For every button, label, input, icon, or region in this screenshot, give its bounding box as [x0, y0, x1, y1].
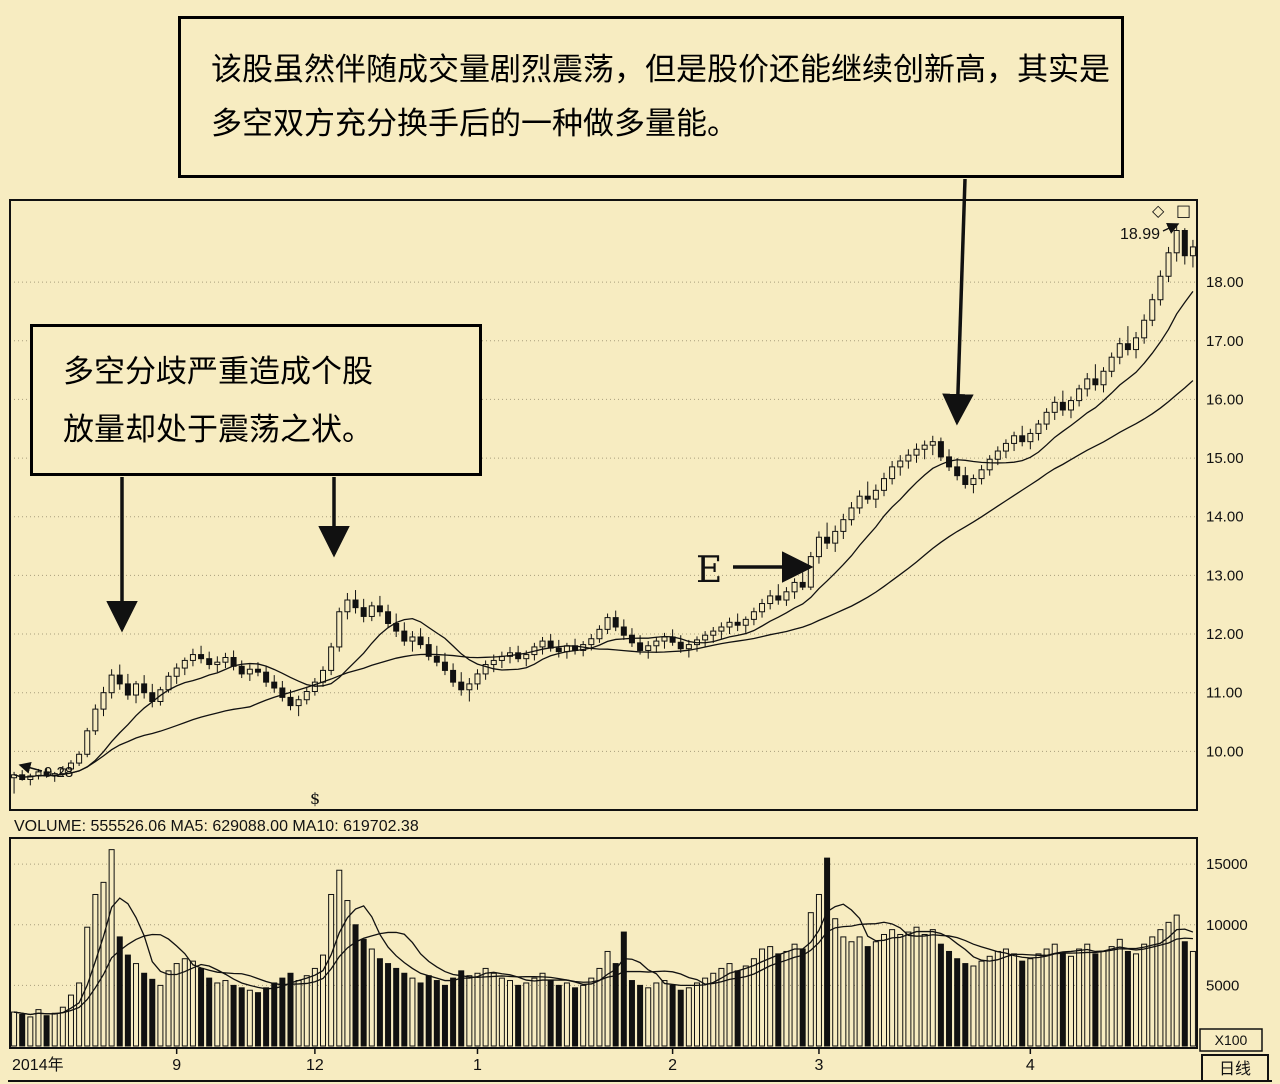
annotation-top-line2: 多空双方充分换手后的一种做多量能。: [211, 106, 738, 142]
e-label: E: [696, 550, 722, 591]
price-tick-label: 13.00: [1206, 567, 1244, 584]
volume-header: VOLUME: 555526.06 MA5: 629088.00 MA10: 6…: [14, 818, 419, 835]
price-ma-lines: [13, 290, 1194, 778]
volume-unit-box: [1199, 1028, 1263, 1052]
annotation-top-box: 该股虽然伴随成交量剧烈震荡，但是股价还能继续创新高，其实是 多空双方充分换手后的…: [178, 16, 1124, 178]
maximize-icon[interactable]: □: [1176, 201, 1191, 220]
diamond-icon[interactable]: ◇: [1152, 201, 1165, 220]
time-axis-label: 1: [473, 1057, 482, 1074]
price-tick-label: 10.00: [1206, 743, 1244, 760]
annotation-left-box: 多空分歧严重造成个股 放量却处于震荡之状。: [30, 324, 482, 476]
time-axis: 2014年 9 12 1 2 3 4: [12, 1048, 1035, 1074]
time-axis-label: 2: [668, 1057, 677, 1074]
volume-unit-label: X100: [1215, 1032, 1248, 1048]
axis-labels: 18.00 17.00 16.00 15.00 14.00 13.00 12.00 11.00…: [1206, 274, 1248, 994]
period-daily-label[interactable]: 日线: [1219, 1059, 1251, 1078]
price-tick-label: 15.00: [1206, 450, 1244, 467]
volume-tick-label: 5000: [1206, 977, 1239, 994]
volume-ma-lines: [13, 897, 1194, 1016]
annotation-left-line1: 多空分歧严重造成个股: [63, 354, 373, 390]
peak-price-label: 18.99: [1120, 226, 1160, 243]
price-tick-label: 11.00: [1206, 685, 1242, 702]
candlesticks: [11, 224, 1196, 794]
annotation-left-line2: 放量却处于震荡之状。: [63, 412, 373, 448]
price-tick-label: 17.00: [1206, 333, 1244, 350]
price-tick-label: 12.00: [1206, 626, 1244, 643]
event-marker: $: [310, 789, 320, 808]
panel-borders: [8, 199, 1272, 1082]
volume-tick-label: 10000: [1206, 917, 1248, 934]
chart-markers: 18.99 9.28 $ E: [18, 223, 1180, 808]
annotation-top-line1: 该股虽然伴随成交量剧烈震荡，但是股价还能继续创新高，其实是: [211, 52, 1110, 88]
time-axis-label: 9: [172, 1057, 181, 1074]
start-price-label: 9.28: [44, 764, 73, 781]
period-daily-button[interactable]: [1201, 1054, 1269, 1082]
annotation-arrows: [106, 178, 974, 633]
time-axis-label: 4: [1026, 1057, 1035, 1074]
price-tick-label: 18.00: [1206, 274, 1244, 291]
time-axis-label: 12: [306, 1057, 324, 1074]
price-tick-label: 14.00: [1206, 509, 1244, 526]
volume-bars: [11, 849, 1196, 1047]
price-tick-label: 16.00: [1206, 391, 1244, 408]
time-axis-label: 3: [814, 1057, 823, 1074]
volume-tick-label: 15000: [1206, 856, 1248, 873]
time-axis-label: 2014年: [12, 1056, 64, 1074]
